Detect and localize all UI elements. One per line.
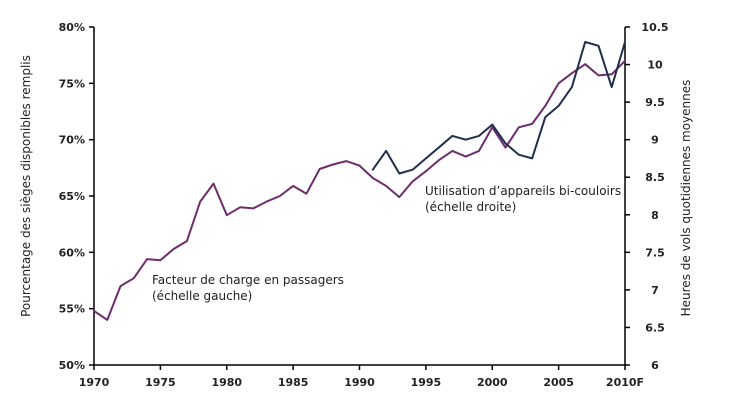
right-tick-label: 9.5 — [645, 96, 665, 109]
right-axis-title: Heures de vols quotidiennes moyennes — [679, 80, 693, 317]
left-tick-label: 60% — [59, 246, 85, 259]
left-tick-label: 65% — [59, 190, 85, 203]
left-tick-label: 50% — [59, 359, 85, 372]
twin-aisle-utilization-line — [371, 41, 626, 175]
load-factor-line — [93, 59, 626, 321]
load-factor-annotation: Facteur de charge en passagers (échelle g… — [152, 273, 344, 303]
right-tick-label: 8 — [651, 209, 659, 222]
load-factor-annotation-line: (échelle gauche) — [152, 289, 252, 303]
left-tick-label: 80% — [59, 21, 85, 34]
right-tick-label: 10 — [647, 59, 663, 72]
left-tick-label: 75% — [59, 77, 85, 90]
x-tick-label: 2005 — [543, 376, 574, 389]
right-tick-label: 6.5 — [645, 321, 665, 334]
x-tick-label: 1975 — [145, 376, 176, 389]
x-tick-label: 2010F — [606, 376, 644, 389]
right-tick-label: 8.5 — [645, 171, 665, 184]
right-tick-label: 9 — [651, 134, 659, 147]
x-tick-label: 1985 — [278, 376, 309, 389]
right-tick-label: 7 — [651, 284, 659, 297]
twin-aisle-annotation-line: Utilisation d’appareils bi-couloirs — [425, 184, 621, 198]
x-tick-label: 1995 — [411, 376, 442, 389]
x-tick-label: 1970 — [79, 376, 110, 389]
right-tick-label: 10.5 — [641, 21, 668, 34]
twin-aisle-annotation: Utilisation d’appareils bi-couloirs (éche… — [425, 184, 621, 214]
x-tick-label: 2000 — [477, 376, 508, 389]
twin-aisle-annotation-line: (échelle droite) — [425, 200, 516, 214]
left-axis-title: Pourcentage des sièges disponibles rempl… — [19, 55, 33, 317]
left-tick-label: 55% — [59, 303, 85, 316]
left-tick-label: 70% — [59, 134, 85, 147]
x-tick-label: 1990 — [344, 376, 375, 389]
right-tick-label: 7.5 — [645, 246, 665, 259]
x-tick-label: 1980 — [211, 376, 242, 389]
load-factor-annotation-line: Facteur de charge en passagers — [152, 273, 344, 287]
right-tick-label: 6 — [651, 359, 659, 372]
